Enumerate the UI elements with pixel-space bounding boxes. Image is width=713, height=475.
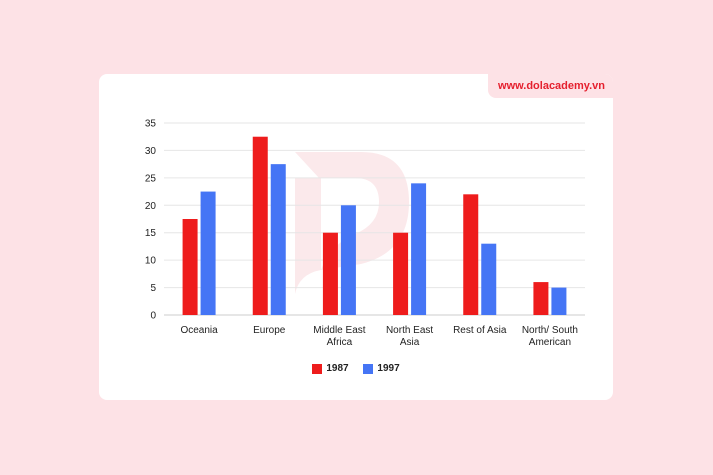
- bar-1987-3: [393, 232, 409, 315]
- bar-1987-4: [463, 194, 479, 315]
- legend-label-1987: 1987: [326, 363, 349, 374]
- y-tick-label: 25: [145, 173, 157, 184]
- x-axis-categories: Oceania Europe Middle East Africa North East…: [180, 325, 578, 348]
- y-tick-label: 5: [150, 283, 156, 294]
- bar-1997-2: [340, 205, 356, 315]
- category-label: North East Asia: [386, 325, 433, 348]
- bar-1987-2: [322, 232, 338, 315]
- y-tick-label: 30: [145, 146, 157, 157]
- bar-chart: 0 5 10 15 20 25 30 35 Oceania Europe Middle East A…: [145, 119, 585, 348]
- chart-card: www.dolacademy.vn 0 5 10 15 20 25 30 35 Oceania…: [99, 74, 613, 400]
- y-tick-label: 35: [145, 119, 157, 130]
- y-tick-label: 0: [150, 311, 156, 322]
- legend-item-1997: 1997: [363, 363, 400, 374]
- bar-1997-1: [270, 164, 286, 315]
- bar-1987-5: [533, 282, 549, 315]
- bars: [182, 136, 567, 315]
- category-label: Europe: [253, 325, 286, 336]
- legend-swatch-1997: [363, 363, 374, 374]
- bar-1997-0: [200, 191, 216, 315]
- y-tick-label: 15: [145, 228, 157, 239]
- bar-1997-4: [481, 243, 497, 315]
- category-label: Middle East Africa: [313, 325, 365, 348]
- grid-lines: [164, 122, 585, 316]
- bar-1997-3: [411, 183, 427, 315]
- y-axis-ticks: 0 5 10 15 20 25 30 35: [145, 119, 157, 322]
- category-label: North/ South American: [522, 325, 578, 348]
- y-tick-label: 20: [145, 201, 157, 212]
- category-label: Oceania: [180, 325, 218, 336]
- watermark-logo: [295, 152, 409, 294]
- bar-1997-5: [551, 287, 567, 315]
- bar-1987-1: [252, 136, 268, 315]
- legend: 1987 1997: [99, 363, 613, 377]
- bar-1987-0: [182, 219, 198, 315]
- legend-item-1987: 1987: [312, 363, 349, 374]
- legend-swatch-1987: [312, 363, 323, 374]
- legend-label-1997: 1997: [377, 363, 400, 374]
- category-label: Rest of Asia: [453, 325, 507, 336]
- brand-badge[interactable]: www.dolacademy.vn: [488, 74, 613, 98]
- y-tick-label: 10: [145, 256, 157, 267]
